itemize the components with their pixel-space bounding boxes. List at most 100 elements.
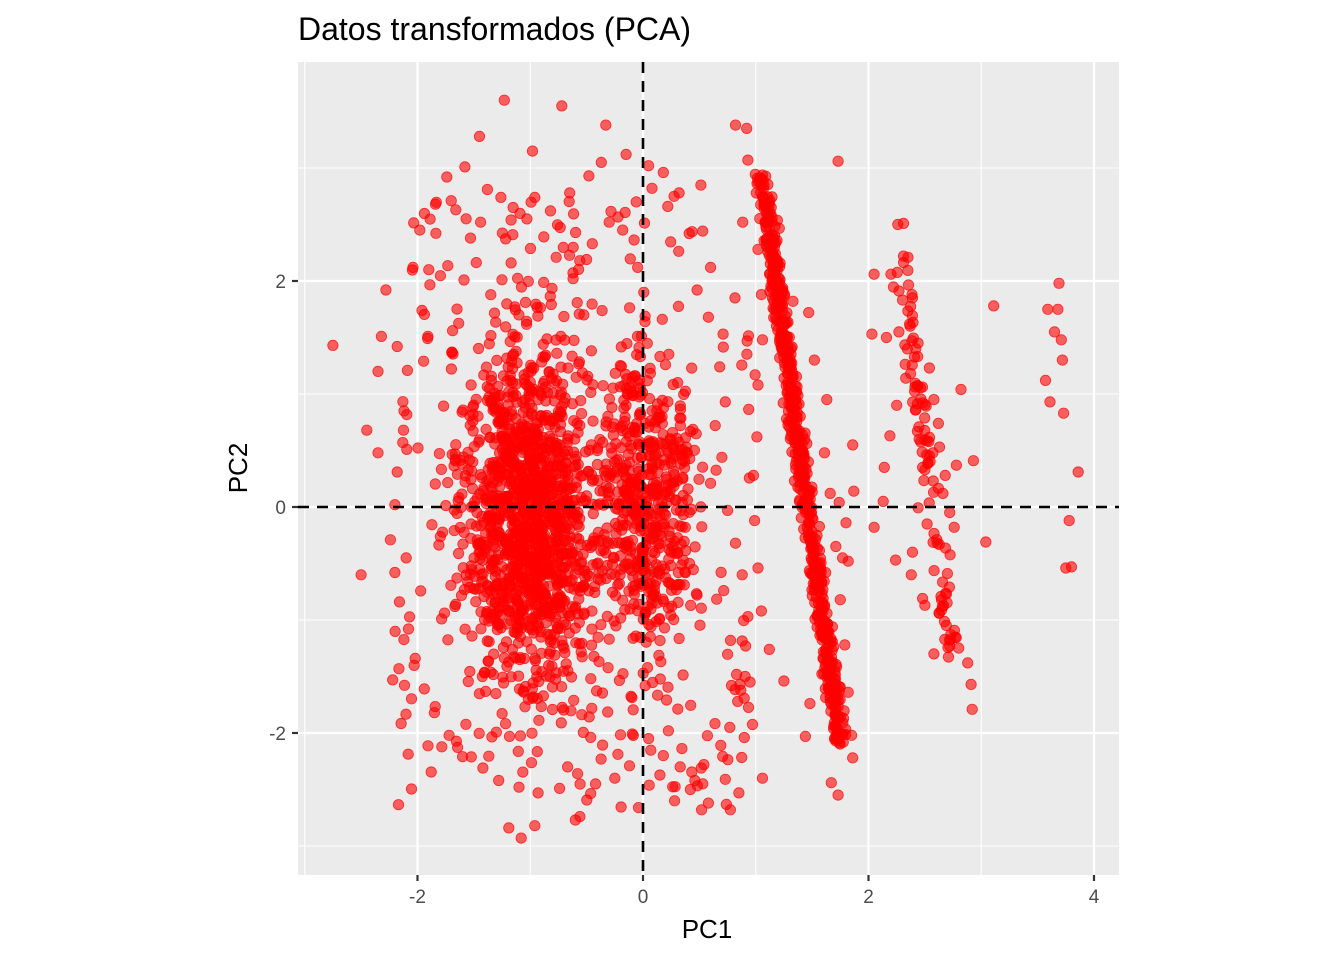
data-point xyxy=(519,701,531,713)
data-point xyxy=(684,783,697,796)
data-point xyxy=(902,264,914,276)
data-point xyxy=(546,282,558,294)
data-point xyxy=(654,350,666,363)
data-point xyxy=(715,566,727,579)
data-point xyxy=(669,781,681,793)
data-point xyxy=(515,622,528,634)
data-point xyxy=(566,350,578,362)
data-point xyxy=(452,547,465,560)
data-point xyxy=(654,769,666,781)
data-point xyxy=(720,798,733,811)
data-point xyxy=(466,630,478,642)
data-point xyxy=(620,471,632,483)
data-point xyxy=(407,261,419,273)
data-point xyxy=(573,563,585,576)
data-point xyxy=(459,623,471,635)
data-point xyxy=(808,354,821,366)
data-point xyxy=(417,355,430,367)
data-point xyxy=(889,554,902,566)
data-point xyxy=(614,729,627,741)
data-point xyxy=(603,482,615,494)
data-point xyxy=(400,708,412,720)
data-point xyxy=(845,729,858,741)
data-point xyxy=(647,588,659,600)
data-point xyxy=(589,778,602,790)
data-point xyxy=(561,761,574,773)
x-tick-label: 2 xyxy=(863,887,874,908)
data-point xyxy=(496,707,508,720)
data-point xyxy=(657,749,669,762)
data-point xyxy=(695,602,707,614)
data-point xyxy=(1056,354,1069,366)
data-point xyxy=(902,305,914,317)
data-point xyxy=(673,632,685,645)
data-point xyxy=(495,506,507,518)
data-point xyxy=(398,405,410,417)
data-point xyxy=(627,570,639,582)
data-point xyxy=(628,584,640,596)
data-point xyxy=(672,300,685,312)
data-point xyxy=(905,569,917,581)
data-point xyxy=(689,541,701,553)
data-point xyxy=(520,315,533,327)
data-point xyxy=(494,389,506,402)
data-point xyxy=(533,714,545,726)
data-point xyxy=(733,787,745,799)
data-point xyxy=(639,680,651,692)
data-point xyxy=(467,399,480,411)
data-point xyxy=(803,486,815,498)
data-point xyxy=(868,521,880,533)
data-point xyxy=(649,547,661,559)
data-point xyxy=(891,399,903,411)
data-point xyxy=(573,308,585,320)
data-point xyxy=(456,488,468,500)
y-axis-title: PC2 xyxy=(223,443,253,494)
data-point xyxy=(546,520,559,532)
data-point xyxy=(616,513,629,526)
data-point xyxy=(566,574,578,586)
data-point xyxy=(940,619,952,632)
data-point xyxy=(569,226,582,239)
data-point xyxy=(603,633,615,645)
data-point xyxy=(465,379,477,391)
data-point xyxy=(530,298,542,310)
data-point xyxy=(666,600,678,612)
data-point xyxy=(403,611,416,623)
data-point xyxy=(546,703,559,716)
data-point xyxy=(480,423,492,435)
data-point xyxy=(464,232,477,244)
data-point xyxy=(631,452,643,464)
data-point xyxy=(389,625,401,638)
data-point xyxy=(967,455,980,467)
data-point xyxy=(551,219,564,231)
y-axis: -2 0 2 xyxy=(269,272,298,745)
data-point xyxy=(646,457,658,469)
data-point xyxy=(544,205,557,217)
data-point xyxy=(400,552,412,564)
data-point xyxy=(586,702,598,714)
data-point xyxy=(502,399,514,411)
data-point xyxy=(742,154,754,166)
data-point xyxy=(493,774,505,787)
data-point xyxy=(810,591,823,604)
data-point xyxy=(677,471,689,483)
data-point xyxy=(501,491,514,503)
data-point xyxy=(485,509,497,521)
data-point xyxy=(910,404,922,416)
data-point xyxy=(470,256,482,269)
data-point xyxy=(574,778,586,790)
data-point xyxy=(537,351,549,363)
data-point xyxy=(787,371,799,384)
data-point xyxy=(458,274,470,286)
data-point xyxy=(488,648,500,660)
data-point xyxy=(526,409,538,421)
data-point xyxy=(742,610,754,623)
data-point xyxy=(398,679,411,691)
data-point xyxy=(551,347,563,359)
data-point xyxy=(916,592,929,605)
data-point xyxy=(932,417,945,429)
reference-lines xyxy=(298,62,1119,875)
data-point xyxy=(724,721,736,734)
data-point xyxy=(668,795,681,807)
data-point xyxy=(470,583,482,595)
